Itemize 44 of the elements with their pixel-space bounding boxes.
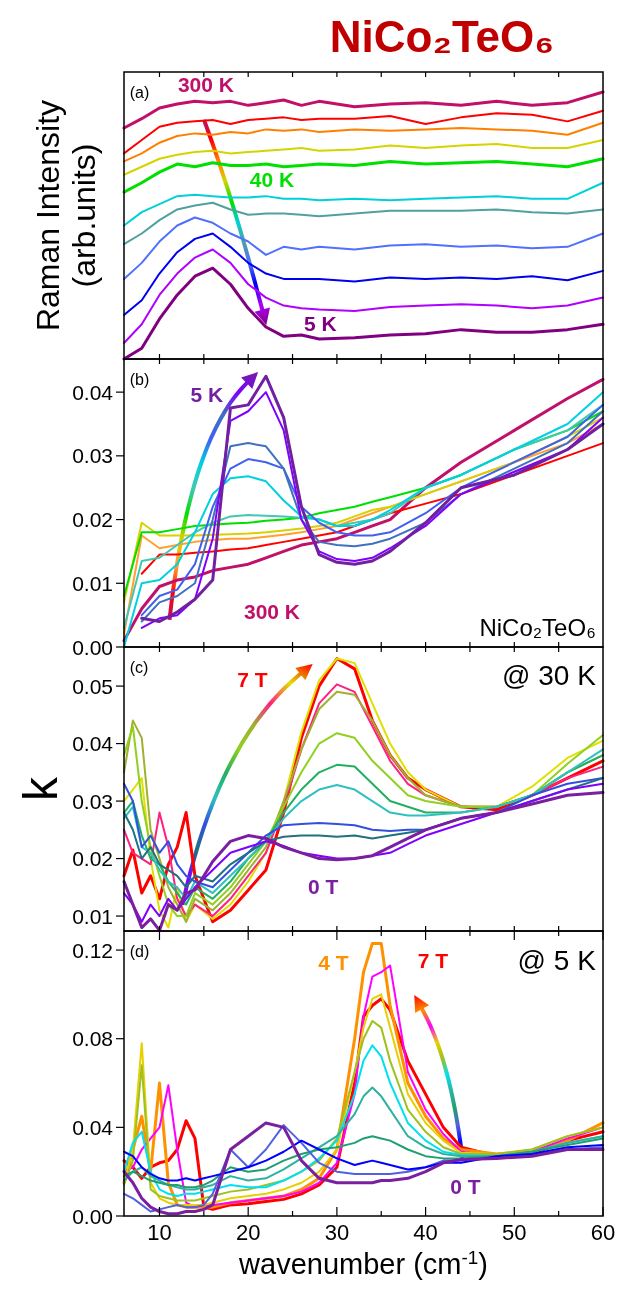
annotation: @ 5 K	[517, 944, 597, 975]
y-tick-label: 0.01	[72, 904, 113, 928]
y-tick-label: 0.03	[72, 444, 113, 468]
annotation: NiCo₂TeO₆	[479, 613, 596, 641]
y-tick-label: 0.04	[72, 380, 114, 404]
y-axis-title: Raman Intensity (arb.units)	[30, 99, 102, 332]
series-label: 5 K	[190, 382, 224, 406]
series-label: 4 T	[318, 950, 349, 974]
x-tick-label: 40	[413, 1220, 438, 1245]
y-tick-label: 0.08	[72, 1027, 113, 1051]
line-series	[123, 1139, 604, 1182]
x-axis-title: wavenumber (cm$^{-1}$)	[238, 1246, 488, 1280]
y-tick-label: 0.02	[72, 508, 113, 532]
x-tick-label: 60	[590, 1220, 616, 1245]
y-tick-label: 0.04	[72, 1115, 114, 1139]
series-label: 300 K	[243, 599, 301, 623]
y-tick-label: 0.00	[72, 635, 113, 659]
y-tick-label: 0.00	[72, 1204, 113, 1228]
x-tick-label: 50	[502, 1220, 527, 1245]
annotation: (d)	[129, 942, 150, 960]
y-tick-label: 0.01	[72, 571, 113, 595]
y-tick-label: 0.02	[72, 847, 113, 871]
y-axis-title: k	[13, 776, 67, 801]
series-label: 0 T	[450, 1174, 481, 1198]
y-tick-label: 0.12	[72, 938, 113, 962]
y-tick-label: 0.04	[72, 732, 114, 756]
series-label: 300 K	[177, 73, 234, 97]
text: 7 T	[417, 949, 449, 973]
annotation: (c)	[129, 658, 149, 676]
annotation: (b)	[129, 370, 150, 388]
text: 7 T	[237, 668, 268, 692]
y-tick-label: 0.05	[72, 674, 113, 698]
annotation: (a)	[129, 83, 150, 101]
chart-title: NiCo₂TeO₆	[329, 12, 555, 61]
line-series	[123, 725, 604, 918]
series-label: 5 K	[304, 312, 337, 336]
x-tick-label: 30	[324, 1220, 350, 1245]
series-label: 0 T	[308, 875, 339, 899]
y-tick-label: 0.03	[72, 789, 113, 813]
series-label: 40 K	[249, 168, 295, 192]
x-tick-label: 20	[235, 1220, 261, 1245]
annotation: @ 30 K	[502, 659, 597, 691]
line-series	[140, 442, 604, 575]
x-tick-label: 10	[147, 1220, 172, 1245]
